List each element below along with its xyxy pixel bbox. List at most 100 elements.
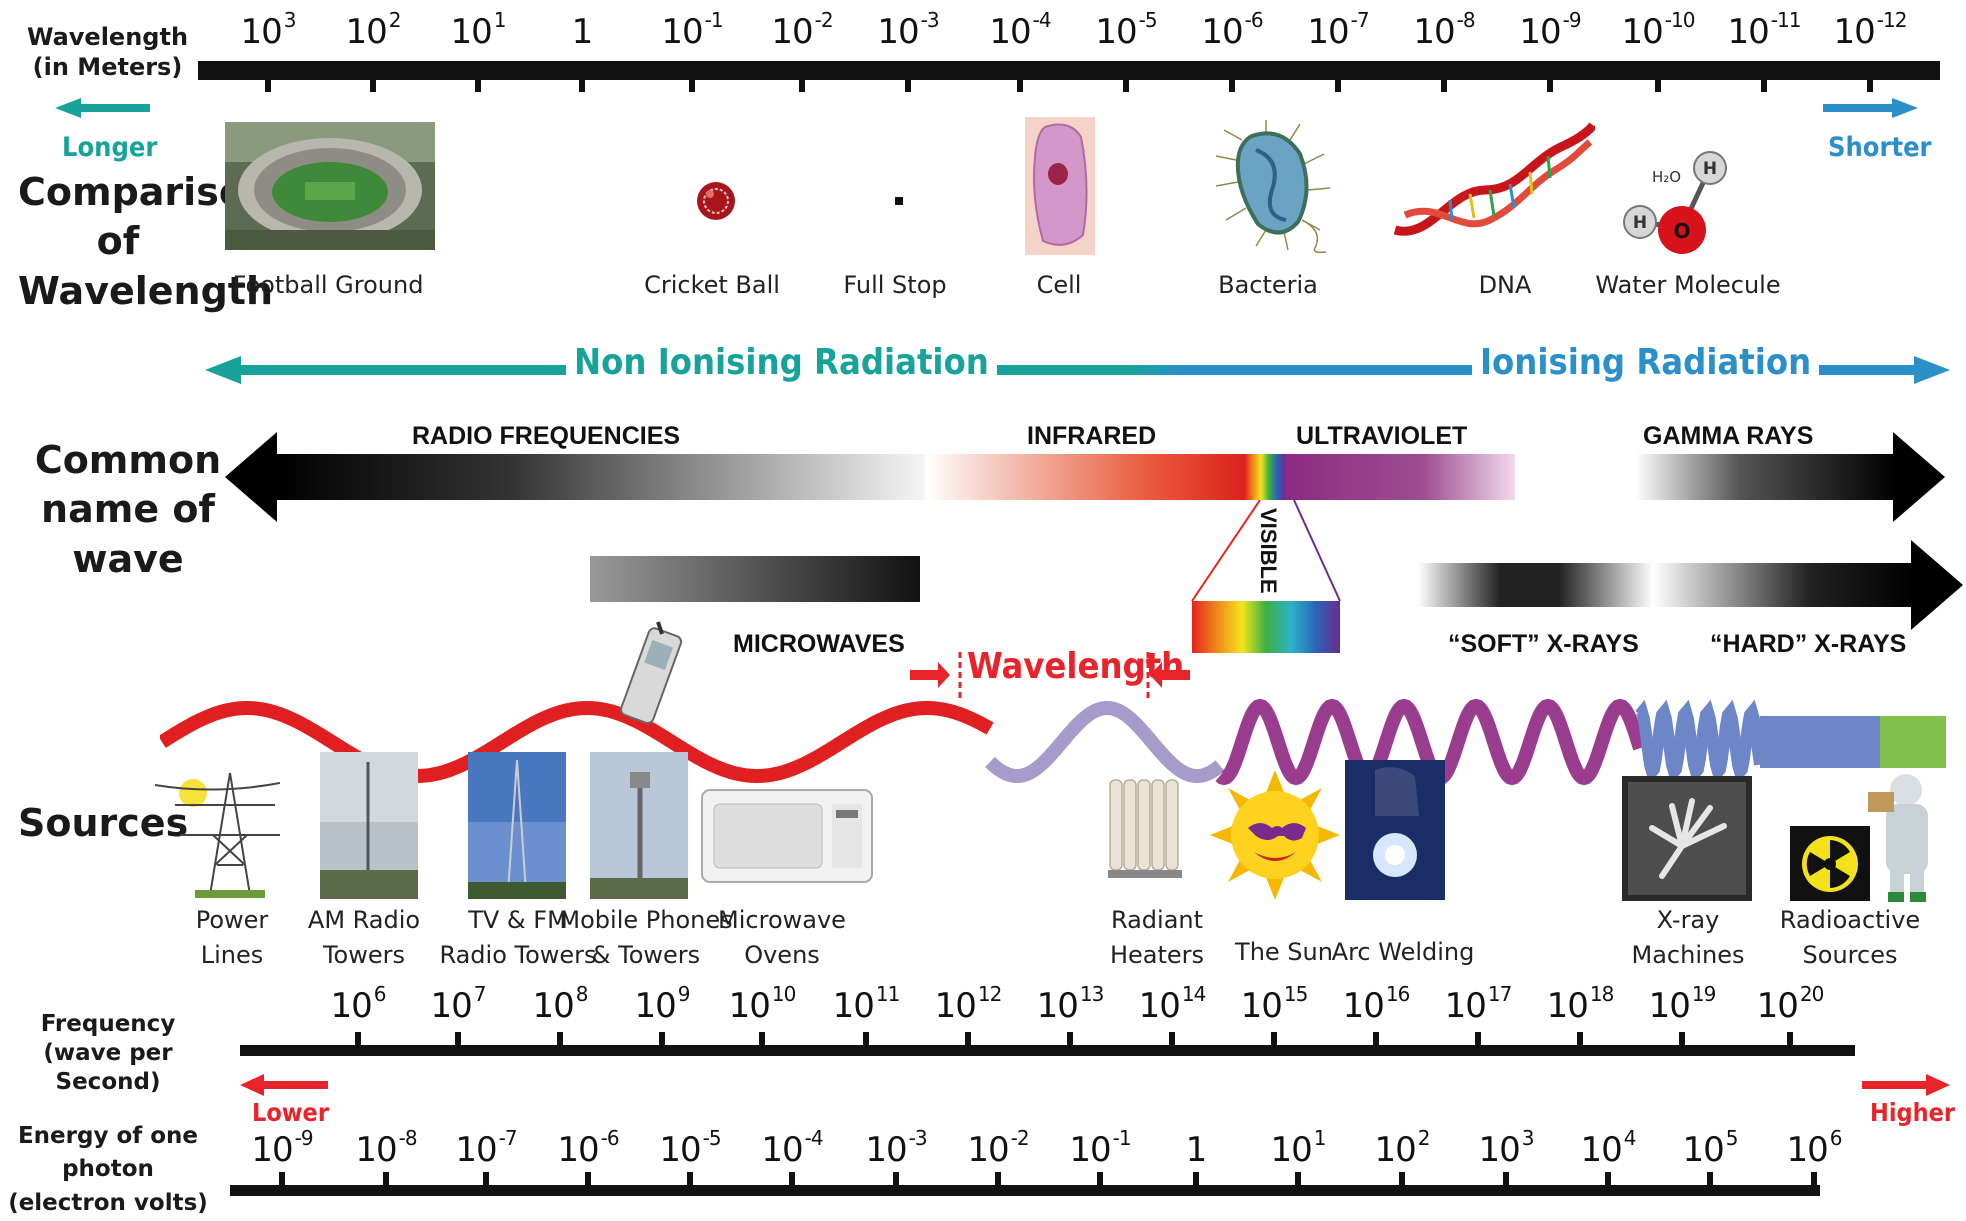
wavelength-marker-label: Wavelength <box>967 646 1185 687</box>
comparison-caption: Water Molecule <box>1595 271 1781 299</box>
wavelength-tick-label: 10 -3 <box>877 8 939 52</box>
energy-tick <box>1811 1172 1817 1186</box>
wavelength-tick <box>799 78 805 92</box>
sources-title: Sources <box>18 801 189 845</box>
wavelength-tick-label: 10 -1 <box>661 8 723 52</box>
gamma-rays-label: GAMMA RAYS <box>1643 422 1814 450</box>
comparison-caption: Bacteria <box>1218 271 1318 299</box>
am-radio-tower-icon <box>320 752 418 899</box>
wave-segment <box>1635 699 1766 785</box>
microwave-oven-icon <box>701 789 873 883</box>
wavelength-tick-label: 10 -10 <box>1621 8 1696 52</box>
energy-tick-label: 1 <box>1185 1130 1208 1170</box>
wavelength-tick <box>265 78 271 92</box>
frequency-tick-label: 10 20 <box>1756 982 1825 1026</box>
frequency-tick-label: 10 18 <box>1546 982 1615 1026</box>
energy-tick <box>1605 1172 1611 1186</box>
frequency-tick <box>455 1032 461 1046</box>
energy-axis-line3: (electron volts) <box>8 1189 208 1216</box>
wavelength-axis-line <box>198 61 1940 80</box>
common-name-line2: name of wave <box>41 487 215 581</box>
source-caption: X-ray Machines <box>1631 906 1745 969</box>
energy-tick <box>687 1172 693 1186</box>
xray-band-icon <box>1418 540 1963 630</box>
energy-axis-line2: photon <box>62 1156 154 1183</box>
source-caption: Power Lines <box>195 906 269 969</box>
energy-tick-label: 10 -9 <box>251 1126 313 1170</box>
bacteria-icon <box>1215 120 1331 254</box>
energy-tick-label: 10 -5 <box>659 1126 721 1170</box>
frequency-tick <box>1373 1032 1379 1046</box>
frequency-tick-label: 10 14 <box>1138 982 1207 1026</box>
full-stop-icon <box>895 197 903 205</box>
water-o-label: O <box>1673 219 1690 243</box>
frequency-tick-label: 10 16 <box>1342 982 1411 1026</box>
radiant-heater-icon <box>1108 779 1182 878</box>
energy-tick <box>279 1172 285 1186</box>
frequency-axis-line <box>240 1045 1855 1056</box>
comparison-caption: Cricket Ball <box>644 271 780 299</box>
comparison-title-line1: Comparison <box>18 170 272 214</box>
wavelength-tick-label: 1 <box>571 12 594 52</box>
energy-tick-label: 10 3 <box>1478 1126 1535 1170</box>
football-ground-icon <box>225 122 435 250</box>
frequency-tick <box>759 1032 765 1046</box>
water-formula: H₂O <box>1652 168 1681 186</box>
source-caption: AM Radio Towers <box>307 906 421 969</box>
wavelength-tick <box>1655 78 1661 92</box>
energy-tick <box>995 1172 1001 1186</box>
source-caption: Microwave Ovens <box>718 906 846 969</box>
wavelength-tick <box>1335 78 1341 92</box>
frequency-tick <box>1679 1032 1685 1046</box>
wavelength-tick <box>905 78 911 92</box>
frequency-tick <box>557 1032 563 1046</box>
wavelength-tick-label: 10 -6 <box>1201 8 1263 52</box>
common-name-title: Common name of wave <box>18 436 238 584</box>
cell-icon <box>1025 117 1095 255</box>
frequency-tick-label: 10 19 <box>1648 982 1717 1026</box>
shorter-label: Shorter <box>1828 132 1932 163</box>
water-molecule-icon: H H O H₂O <box>1623 151 1727 254</box>
gamma-wave-block <box>1880 716 1946 768</box>
ionising-label: Ionising Radiation <box>1472 342 1820 383</box>
wavelength-tick-label: 10 2 <box>345 8 402 52</box>
arc-welding-icon <box>1345 760 1445 900</box>
wave-segment <box>985 701 1225 783</box>
tv-fm-tower-icon <box>468 752 566 899</box>
visible-label: VISIBLE <box>1256 508 1281 594</box>
energy-tick-label: 10 1 <box>1270 1126 1327 1170</box>
frequency-tick-label: 10 6 <box>330 982 387 1026</box>
source-caption: Radioactive Sources <box>1779 906 1921 969</box>
frequency-tick-label: 10 9 <box>634 982 691 1026</box>
water-h-label: H <box>1703 159 1717 179</box>
wavelength-tick <box>475 78 481 92</box>
ultraviolet-label: ULTRAVIOLET <box>1296 422 1468 450</box>
energy-axis-title: Energy of one photon (electron volts) <box>8 1120 208 1220</box>
microwaves-band-icon <box>590 556 920 602</box>
shorter-arrow-icon <box>1823 98 1918 118</box>
source-caption: Mobile Phones & Towers <box>559 906 733 969</box>
wavelength-tick <box>1229 78 1235 92</box>
wavelength-axis-label: Wavelength <box>26 23 189 51</box>
frequency-tick <box>659 1032 665 1046</box>
source-caption: Radiant Heaters <box>1109 906 1205 969</box>
frequency-tick-label: 10 7 <box>430 982 487 1026</box>
wavelength-tick-label: 10 -8 <box>1413 8 1475 52</box>
frequency-tick <box>965 1032 971 1046</box>
energy-tick-label: 10 5 <box>1682 1126 1739 1170</box>
hazmat-person-icon <box>1868 774 1928 902</box>
longer-label: Longer <box>62 132 158 163</box>
comparison-title: Comparison of Wavelength <box>18 168 273 316</box>
common-name-line1: Common <box>34 438 222 482</box>
energy-tick <box>893 1172 899 1186</box>
wavelength-axis-title: Wavelength (in Meters) <box>20 22 195 82</box>
wavelength-tick-label: 10 -7 <box>1307 8 1369 52</box>
wavelength-tick <box>1017 78 1023 92</box>
energy-tick-label: 10 -2 <box>967 1126 1029 1170</box>
wavelength-marker-icon <box>910 652 1190 698</box>
energy-tick-label: 10 -6 <box>557 1126 619 1170</box>
radiation-arrow-icon <box>205 356 1950 384</box>
wavelength-axis-unit: (in Meters) <box>32 53 183 81</box>
frequency-tick-label: 10 11 <box>832 982 901 1026</box>
wavelength-tick-label: 10 -2 <box>771 8 833 52</box>
